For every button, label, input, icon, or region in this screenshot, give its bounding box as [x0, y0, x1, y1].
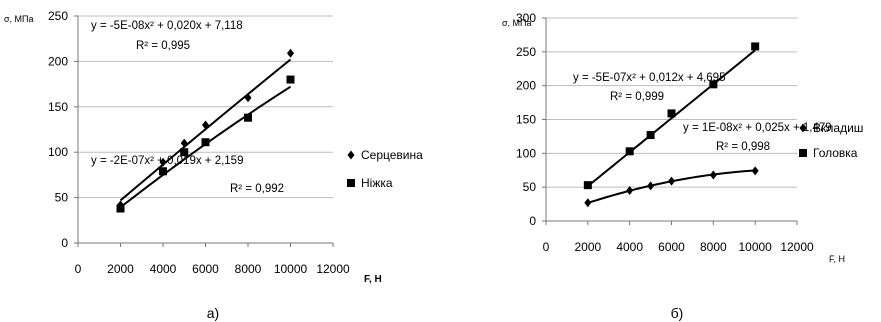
- x-tick-label: 8000: [700, 240, 727, 254]
- data-point-diamond: [751, 166, 759, 176]
- data-point-square: [625, 147, 634, 156]
- trendline-equation: y = -2E-07x² + 0,019x + 2,159: [91, 155, 243, 167]
- x-tick-label: 0: [543, 240, 550, 254]
- legend-marker-diamond: [799, 123, 807, 133]
- trendline-r2: R² = 0,992: [230, 183, 284, 195]
- y-tick-label: 0: [529, 214, 536, 228]
- x-tick-label: 4000: [150, 262, 177, 276]
- trendline-equation: y = 1E-08x² + 0,025x + 1,479: [683, 122, 832, 134]
- legend-label: Головка: [813, 146, 858, 160]
- x-tick-label: 0: [75, 262, 82, 276]
- data-point-diamond: [668, 176, 675, 186]
- legend-marker-square: [799, 149, 807, 157]
- x-tick-label: 10000: [738, 240, 772, 254]
- y-tick-label: 200: [48, 54, 68, 68]
- x-tick-label: 12000: [316, 262, 350, 276]
- data-point-square: [244, 113, 252, 122]
- trendline-1: [587, 49, 756, 187]
- y-tick-label: 0: [61, 236, 68, 250]
- data-point-diamond: [180, 138, 188, 148]
- data-point-square: [583, 181, 592, 190]
- y-tick-label: 250: [516, 45, 536, 59]
- x-tick-label: 12000: [780, 240, 814, 254]
- y-tick-label: 50: [523, 180, 537, 194]
- y-tick-label: 100: [48, 145, 68, 159]
- legend-label: Ніжка: [361, 176, 393, 190]
- trendline-r2: R² = 0,999: [610, 91, 664, 103]
- data-point-diamond: [202, 120, 209, 130]
- data-point-diamond: [647, 181, 655, 191]
- trendline-equation: y = -5E-08x² + 0,020x + 7,118: [91, 20, 243, 32]
- x-tick-label: 6000: [192, 262, 219, 276]
- x-tick-label: 6000: [658, 240, 685, 254]
- y-tick-label: 150: [516, 113, 536, 127]
- x-tick-label: 10000: [274, 262, 308, 276]
- figure-caption: а): [207, 305, 219, 321]
- y-tick-label: 250: [48, 9, 68, 23]
- x-tick-label: 4000: [616, 240, 643, 254]
- data-point-diamond: [287, 48, 294, 58]
- y-tick-label: 150: [48, 100, 68, 114]
- trendline-equation: y = -5E-07x² + 0,012x + 4,695: [573, 72, 725, 84]
- data-point-square: [286, 75, 295, 84]
- x-tick-label: 2000: [574, 240, 601, 254]
- data-point-square: [709, 80, 718, 89]
- figure-caption: б): [671, 305, 684, 321]
- data-point-square: [180, 148, 189, 157]
- x-tick-label: 8000: [235, 262, 262, 276]
- trendline-r2: R² = 0,995: [136, 40, 190, 52]
- data-point-square: [751, 42, 760, 51]
- y-axis-title: σ, МПа: [502, 18, 532, 28]
- data-point-square: [646, 131, 655, 140]
- data-point-square: [201, 138, 210, 147]
- legend-label: Серцевина: [361, 148, 423, 162]
- legend-label: Вкладиш: [813, 121, 863, 135]
- y-tick-label: 300: [516, 11, 536, 25]
- data-point-diamond: [709, 170, 717, 180]
- y-axis-title: σ, МПа: [4, 14, 34, 24]
- data-point-diamond: [244, 93, 252, 103]
- y-tick-label: 50: [55, 191, 69, 205]
- chart-b: 0 50 100 150 200 250 300 0 2000 4000 6000 8000 10000…: [502, 11, 863, 321]
- data-point-diamond: [159, 157, 167, 167]
- data-point-diamond: [584, 198, 592, 208]
- x-tick-label: 2000: [107, 262, 134, 276]
- y-tick-label: 200: [516, 79, 536, 93]
- chart-a: 0 50 100 150 200 250 0 2000 4000 6000 8000 10000 120…: [4, 9, 423, 321]
- data-point-diamond: [626, 186, 634, 196]
- data-point-square: [116, 204, 125, 213]
- x-axis-title: F, Н: [829, 254, 845, 264]
- data-point-square: [159, 167, 167, 176]
- y-tick-label: 100: [516, 146, 536, 160]
- legend-marker-square: [347, 179, 355, 187]
- data-point-square: [667, 109, 676, 118]
- x-axis-title: F, Н: [364, 274, 382, 285]
- trendline-0: [119, 58, 292, 202]
- trendline-r2: R² = 0,998: [716, 141, 770, 153]
- legend-marker-diamond: [347, 150, 355, 160]
